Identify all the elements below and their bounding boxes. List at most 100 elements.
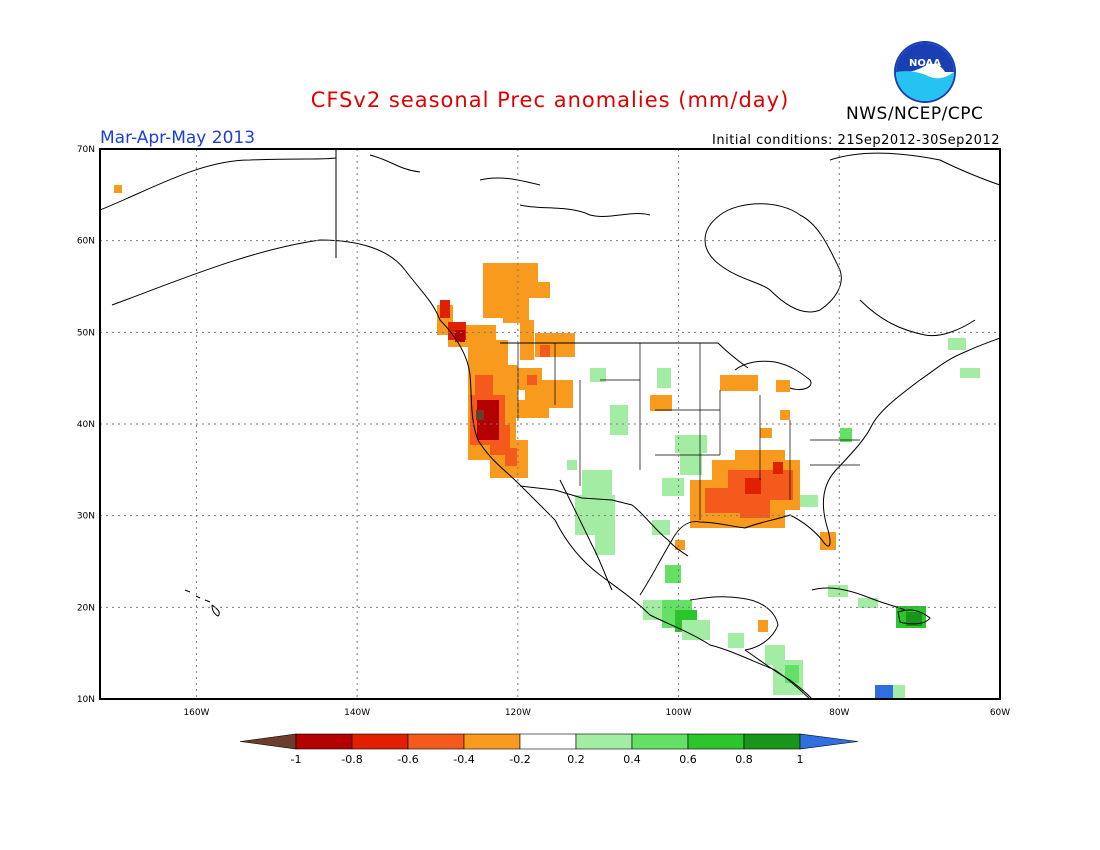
colorbar-tick-label: -0.4 bbox=[453, 753, 474, 766]
anomaly-cell bbox=[530, 282, 550, 298]
arctic-island-coast-4 bbox=[369, 154, 421, 173]
anomaly-cell bbox=[595, 530, 615, 555]
anomaly-cell bbox=[503, 298, 529, 323]
arctic-island-coast-2 bbox=[519, 204, 651, 217]
anomaly-cell bbox=[948, 338, 966, 350]
lon-tick-labels: 160W 140W 120W 100W 80W 60W bbox=[183, 708, 1010, 718]
anomaly-cell bbox=[776, 380, 790, 392]
lon-tick-label: 80W bbox=[829, 708, 849, 718]
baja-gulf-coast bbox=[559, 479, 613, 591]
lon-tick-label: 60W bbox=[990, 708, 1010, 718]
great-lakes-coast bbox=[734, 360, 812, 391]
colorbar-tick-label: 1 bbox=[797, 753, 804, 766]
anomaly-cell bbox=[680, 450, 702, 475]
initial-conditions-label: Initial conditions: 21Sep2012-30Sep2012 bbox=[712, 133, 1000, 148]
anomaly-cell bbox=[760, 428, 772, 438]
lat-tick-label: 10N bbox=[77, 695, 95, 705]
lat-tick-label: 40N bbox=[77, 420, 95, 430]
central-america-coast bbox=[744, 649, 813, 700]
anomaly-cell bbox=[828, 585, 848, 597]
anomaly-cell bbox=[745, 478, 761, 494]
anomaly-cell bbox=[652, 520, 670, 535]
colorbar-segment bbox=[519, 733, 577, 750]
pacific-coast bbox=[111, 239, 811, 700]
anomaly-cell bbox=[540, 345, 550, 357]
anomaly-cell bbox=[893, 685, 905, 699]
hudson-bay-coast bbox=[704, 203, 842, 313]
anomaly-cell bbox=[505, 448, 517, 466]
state-borders bbox=[517, 343, 860, 520]
lon-tick-label: 160W bbox=[183, 708, 209, 718]
coastlines bbox=[99, 150, 1001, 700]
anomaly-cell bbox=[875, 685, 895, 699]
anomaly-cell bbox=[773, 462, 783, 474]
lat-tick-label: 70N bbox=[77, 145, 95, 155]
anomaly-cell bbox=[520, 320, 534, 360]
season-label: Mar-Apr-May 2013 bbox=[100, 128, 256, 148]
map-title: CFSv2 seasonal Prec anomalies (mm/day) bbox=[310, 88, 790, 112]
anomaly-cell bbox=[740, 500, 770, 518]
anomaly-cell bbox=[906, 612, 922, 626]
anomaly-cell bbox=[575, 495, 615, 535]
colorbar-tick-label: 0.6 bbox=[679, 753, 697, 766]
colorbar-low-triangle bbox=[239, 733, 297, 750]
anomaly-cell bbox=[840, 428, 852, 442]
colorbar-high-triangle bbox=[799, 733, 859, 750]
arctic-coast bbox=[99, 157, 337, 211]
colorbar-tick-label: -0.6 bbox=[397, 753, 418, 766]
colorbar-tick-label: 0.2 bbox=[567, 753, 585, 766]
anomaly-cell bbox=[758, 620, 768, 632]
colorbar-segment bbox=[407, 733, 465, 750]
colorbar-tick-label: -0.2 bbox=[509, 753, 530, 766]
colorbar-tick-label: -0.8 bbox=[341, 753, 362, 766]
anomaly-cell bbox=[567, 460, 577, 470]
agency-label: NWS/NCEP/CPC bbox=[846, 104, 984, 124]
colorbar-segment bbox=[631, 733, 689, 750]
anomaly-cell bbox=[682, 620, 710, 640]
gulf-atlantic-coast bbox=[639, 337, 1001, 596]
colorbar-segment bbox=[295, 733, 353, 750]
anomaly-cell bbox=[675, 540, 685, 550]
state-lines bbox=[517, 343, 860, 520]
labrador-coast bbox=[859, 299, 976, 337]
anomaly-cell bbox=[455, 330, 465, 342]
anomaly-cell bbox=[858, 598, 878, 608]
gridlines bbox=[100, 149, 1000, 699]
anomaly-cell bbox=[650, 395, 672, 411]
anomaly-cell bbox=[785, 665, 799, 683]
us-mexico-border bbox=[519, 485, 689, 557]
anomaly-cell bbox=[662, 478, 684, 496]
colorbar-segment bbox=[575, 733, 633, 750]
us-canada-border bbox=[500, 342, 749, 369]
lat-tick-label: 30N bbox=[77, 512, 95, 522]
anomaly-shading bbox=[114, 185, 980, 699]
anomaly-cell bbox=[610, 405, 628, 435]
lat-tick-label: 50N bbox=[77, 328, 95, 338]
lon-tick-label: 100W bbox=[666, 708, 692, 718]
colorbar-segment bbox=[351, 733, 409, 750]
anomaly-cell bbox=[800, 495, 818, 507]
anomaly-cell bbox=[527, 375, 537, 385]
lat-tick-labels: 10N 20N 30N 40N 50N 60N 70N bbox=[77, 145, 95, 705]
map-frame bbox=[99, 148, 1001, 700]
lon-tick-label: 120W bbox=[505, 708, 531, 718]
colorbar-tick-label: 0.8 bbox=[735, 753, 753, 766]
cuba-coast bbox=[811, 587, 906, 611]
anomaly-cell bbox=[960, 368, 980, 378]
anomaly-cell bbox=[780, 410, 790, 420]
anomaly-cell bbox=[720, 375, 758, 391]
anomaly-cell bbox=[515, 400, 549, 418]
colorbar-tick-label: 0.4 bbox=[623, 753, 641, 766]
noaa-logo: NOAA bbox=[894, 41, 956, 103]
lat-tick-label: 20N bbox=[77, 603, 95, 613]
hispaniola-coast bbox=[897, 609, 931, 625]
logo-text: NOAA bbox=[909, 58, 941, 69]
yucatan-coast bbox=[689, 596, 779, 651]
anomaly-cell bbox=[590, 368, 606, 382]
anomaly-cell bbox=[440, 300, 450, 318]
anomaly-cell bbox=[773, 470, 793, 500]
colorbar-tick-label: -1 bbox=[291, 753, 302, 766]
anomaly-cell bbox=[476, 410, 484, 420]
anomaly-cell bbox=[665, 565, 681, 583]
lat-tick-label: 60N bbox=[77, 237, 95, 247]
